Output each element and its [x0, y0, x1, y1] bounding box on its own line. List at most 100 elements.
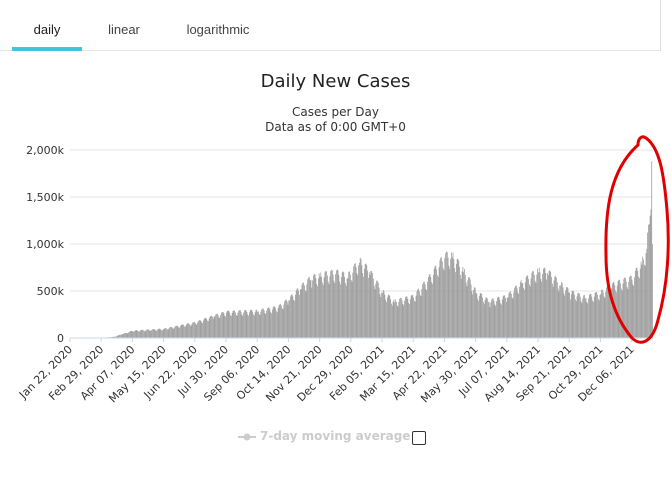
- bar: [596, 292, 598, 338]
- bar: [125, 332, 126, 338]
- bar: [456, 259, 458, 338]
- bar: [219, 317, 221, 338]
- bar: [402, 304, 404, 338]
- bar: [630, 275, 631, 338]
- bar: [307, 279, 309, 338]
- tab-daily[interactable]: daily: [12, 0, 82, 51]
- bar: [295, 290, 297, 338]
- bar: [547, 275, 549, 338]
- bar: [561, 281, 562, 338]
- bar: [469, 279, 471, 338]
- bar: [321, 276, 322, 338]
- bar: [577, 293, 579, 338]
- bar: [162, 329, 164, 338]
- bar: [538, 267, 540, 338]
- bar: [199, 320, 201, 338]
- bar: [385, 299, 387, 338]
- bar: [168, 328, 170, 338]
- bar: [459, 266, 460, 338]
- bar: [588, 298, 589, 338]
- bar: [607, 285, 609, 338]
- bar: [556, 277, 557, 338]
- bar: [480, 293, 482, 338]
- bar: [282, 309, 284, 338]
- bar: [524, 282, 526, 338]
- bar: [156, 330, 157, 338]
- bar: [432, 275, 434, 338]
- bar: [549, 270, 551, 338]
- bar: [220, 314, 222, 338]
- bar: [394, 302, 396, 338]
- bar: [388, 294, 390, 338]
- bar: [133, 331, 134, 338]
- bar: [350, 274, 351, 338]
- bar: [123, 333, 125, 338]
- bar: [458, 260, 460, 338]
- bar: [573, 291, 575, 338]
- bar: [352, 272, 354, 338]
- bar: [341, 272, 343, 338]
- bar: [339, 281, 341, 338]
- tab-linear[interactable]: linear: [94, 0, 154, 50]
- bar: [579, 296, 581, 338]
- bar: [244, 309, 246, 338]
- bar: [521, 283, 523, 338]
- bar: [302, 282, 304, 338]
- bar: [135, 330, 137, 338]
- bar: [460, 274, 461, 338]
- bar: [326, 271, 327, 338]
- bar: [253, 314, 254, 338]
- bar: [290, 296, 291, 338]
- bar: [454, 268, 456, 338]
- bar: [145, 330, 147, 338]
- bar: [336, 269, 338, 338]
- bar: [171, 327, 173, 338]
- bar: [610, 294, 612, 338]
- bar: [277, 307, 279, 338]
- bar: [140, 330, 142, 338]
- bar: [179, 327, 180, 338]
- moving-average-checkbox[interactable]: [412, 431, 426, 445]
- tab-daily-label: daily: [33, 22, 61, 37]
- bar: [249, 312, 250, 338]
- bar: [251, 310, 253, 338]
- bar: [579, 293, 580, 338]
- bar: [186, 323, 188, 338]
- bar: [491, 299, 492, 338]
- bar: [633, 285, 635, 338]
- bar: [314, 274, 316, 338]
- bar: [300, 289, 302, 338]
- bar: [418, 288, 419, 338]
- bar: [512, 298, 514, 338]
- bar: [317, 278, 319, 338]
- daily-cases-chart: 0 500k 1,000k 1,500k 2,000k Jan 22, 2020Feb …: [16, 135, 670, 405]
- bar: [387, 294, 389, 338]
- bar: [322, 284, 324, 338]
- bar: [594, 293, 596, 338]
- bar: [235, 312, 236, 338]
- bar: [191, 323, 193, 338]
- bar: [646, 248, 648, 338]
- bar: [443, 270, 445, 338]
- bar: [374, 289, 376, 338]
- bar: [243, 312, 244, 338]
- bar: [253, 315, 255, 338]
- bar: [587, 303, 589, 338]
- bar: [598, 300, 600, 338]
- bar: [360, 259, 362, 338]
- bar: [228, 310, 230, 338]
- bar: [639, 278, 640, 338]
- bar: [448, 265, 450, 338]
- bar: [298, 290, 300, 338]
- bar: [198, 320, 200, 338]
- bar: [496, 297, 498, 338]
- bar: [384, 294, 386, 338]
- bar: [576, 296, 578, 338]
- bar: [255, 310, 257, 338]
- bar: [210, 315, 212, 338]
- tab-logarithmic[interactable]: logarithmic: [176, 0, 260, 50]
- bar: [263, 310, 265, 338]
- bar: [530, 278, 532, 338]
- bar: [483, 302, 484, 338]
- bar: [555, 276, 557, 338]
